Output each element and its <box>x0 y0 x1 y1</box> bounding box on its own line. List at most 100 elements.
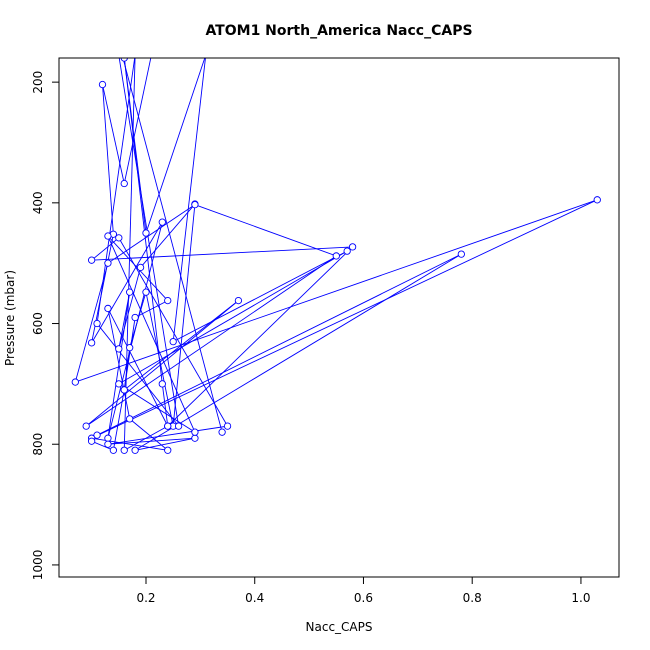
series-line-segment <box>91 199 598 439</box>
series-line-segment <box>167 246 353 427</box>
y-tick-label: 1000 <box>31 550 45 581</box>
data-point <box>136 263 145 272</box>
plot-frame <box>58 57 620 578</box>
x-tick-label: 0.4 <box>245 591 264 605</box>
data-point <box>120 446 128 454</box>
data-point <box>131 313 139 322</box>
data-point <box>87 339 96 347</box>
series-line-segment <box>123 58 152 184</box>
series-line-segment <box>91 437 168 451</box>
data-point <box>158 218 166 226</box>
series-line-segment <box>112 389 125 451</box>
data-point <box>164 296 172 305</box>
y-tick-label: 200 <box>31 71 45 94</box>
series-line-segment <box>118 383 196 433</box>
series-line-segment <box>107 425 228 445</box>
data-point <box>218 428 226 436</box>
data-point <box>164 446 172 454</box>
data-point <box>120 58 128 62</box>
series-line-segment <box>118 292 131 349</box>
data-point <box>104 232 112 240</box>
series-line-segment <box>172 250 348 343</box>
data-point <box>104 259 112 267</box>
y-tick-label: 400 <box>31 191 45 214</box>
data-point <box>191 200 199 209</box>
x-axis: 0.2 0.4 0.6 0.8 1.0 <box>136 576 590 605</box>
data-point <box>126 415 134 423</box>
data-point <box>104 434 112 442</box>
series-line-segment <box>118 250 348 385</box>
series-line-segment <box>172 58 206 342</box>
data-point <box>191 428 199 436</box>
series-line-segment <box>161 383 169 427</box>
data-point <box>98 80 107 89</box>
data-point <box>234 296 243 305</box>
data-point <box>82 422 90 430</box>
data-point <box>93 431 101 439</box>
data-point <box>115 234 123 242</box>
series-line-segment <box>122 58 223 433</box>
series-line-segment <box>194 204 337 257</box>
series-line-segment <box>102 84 114 235</box>
data-point <box>120 179 128 188</box>
data-point <box>131 446 139 454</box>
y-axis-label: Pressure (mbar) <box>3 270 17 366</box>
data-point <box>348 243 357 251</box>
series-line-segment <box>118 267 141 349</box>
data-point <box>174 422 183 430</box>
data-point <box>115 345 123 353</box>
data-point <box>457 250 465 258</box>
data-point <box>120 386 128 394</box>
x-axis-label: Nacc_CAPS <box>306 620 373 634</box>
data-point <box>104 304 112 313</box>
series-line-segment <box>91 221 163 344</box>
chart-title: ATOM1 North_America Nacc_CAPS <box>205 23 472 39</box>
series-line-segment <box>75 199 598 383</box>
data-point <box>158 380 166 388</box>
data-point <box>71 378 79 386</box>
series-line-segment <box>135 437 196 451</box>
data-point <box>332 252 340 260</box>
data-point <box>126 344 134 352</box>
series-line-segment <box>91 237 120 261</box>
x-tick-label: 1.0 <box>571 591 590 605</box>
data-point <box>109 446 118 454</box>
plot-area <box>71 58 601 454</box>
series-line-segment <box>172 204 196 427</box>
data-point <box>93 319 101 328</box>
series-line-segment <box>124 425 168 451</box>
data-point <box>104 440 112 448</box>
series-line-segment <box>107 308 169 427</box>
series-line-segment <box>96 253 462 436</box>
series-line-segment <box>96 323 179 427</box>
x-tick-label: 0.8 <box>463 591 482 605</box>
data-point <box>593 196 601 204</box>
series-line-segment <box>91 440 114 451</box>
series-line-segment <box>91 234 114 343</box>
series-line-segment <box>96 58 136 324</box>
y-tick-label: 600 <box>31 312 45 335</box>
y-axis: 200 400 600 800 1000 <box>31 71 60 581</box>
series-line-segment <box>102 84 125 184</box>
data-point <box>169 337 177 346</box>
series-line-segment <box>134 253 462 451</box>
series-line-segment <box>85 255 337 427</box>
series-line-segment <box>107 437 195 445</box>
series-line-segment <box>107 204 196 264</box>
series-line-segment <box>134 300 168 318</box>
data-point <box>126 288 134 296</box>
series-line-segment <box>91 246 353 261</box>
data-point <box>164 422 172 430</box>
series-line-segment <box>118 237 228 427</box>
series-line-segment <box>107 235 196 433</box>
data-point <box>191 434 199 442</box>
data-point <box>223 422 232 430</box>
series-line-segment <box>123 58 163 384</box>
x-tick-label: 0.6 <box>354 591 373 605</box>
data-point <box>142 229 150 237</box>
x-tick-label: 0.2 <box>136 591 155 605</box>
y-tick-label: 800 <box>31 433 45 456</box>
data-point <box>142 288 150 296</box>
series-line-segment <box>118 58 180 427</box>
